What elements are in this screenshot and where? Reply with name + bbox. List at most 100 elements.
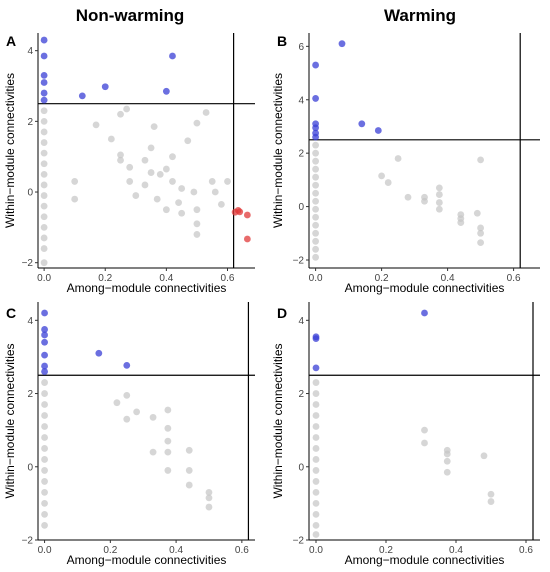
data-point-other: [41, 390, 48, 397]
data-point-other: [480, 452, 488, 460]
panel-label: A: [6, 33, 16, 49]
data-point-other: [312, 379, 320, 386]
panel-a: A 0.0 0.2 0.4 0.6 −2 0 2 4 Among−module connectiv…: [3, 33, 255, 295]
data-point-hub: [78, 92, 86, 100]
data-point-hub: [41, 309, 48, 317]
y-axis-label: Within−module connectivities: [271, 73, 285, 228]
column-title-nonwarming: Non-warming: [76, 6, 185, 25]
panel-label: D: [277, 305, 287, 321]
data-point-other: [312, 157, 319, 165]
y-tick-label: −2: [22, 536, 34, 547]
data-point-hub: [40, 96, 48, 104]
y-axis-label: Within−module connectivities: [271, 343, 285, 498]
x-tick-label: 0.6: [235, 545, 249, 556]
data-point-other: [312, 489, 320, 496]
data-point-other: [312, 189, 319, 197]
data-point-other: [41, 423, 48, 430]
data-point-other: [141, 181, 149, 189]
data-point-other: [312, 253, 319, 261]
data-point-other: [193, 220, 201, 228]
data-point-other: [40, 234, 48, 242]
data-point-other: [312, 467, 320, 474]
data-point-other: [378, 172, 385, 180]
x-tick-label: 0.0: [309, 545, 323, 556]
data-point-other: [178, 185, 186, 192]
data-point-other: [312, 205, 319, 213]
data-point-hub: [312, 95, 319, 102]
data-point-other: [190, 188, 198, 196]
data-point-other: [126, 178, 134, 185]
data-point-hub: [101, 83, 109, 91]
data-point-hub: [312, 133, 319, 141]
data-point-other: [156, 170, 164, 178]
data-point-other: [312, 510, 320, 518]
data-point-hub: [40, 79, 48, 86]
data-point-other: [40, 245, 48, 252]
data-point-other: [193, 206, 201, 214]
data-point-other: [40, 213, 48, 221]
data-point-other: [149, 448, 157, 456]
data-point-hub: [41, 351, 48, 359]
data-point-other: [312, 229, 319, 237]
data-point-other: [312, 213, 319, 221]
y-tick-label: 0: [298, 202, 304, 213]
y-tick-label: 2: [298, 149, 304, 160]
data-point-other: [41, 521, 48, 529]
data-point-hub: [40, 36, 48, 44]
data-point-other: [41, 434, 48, 441]
data-point-other: [41, 510, 48, 518]
data-point-other: [117, 156, 124, 164]
data-point-other: [41, 467, 48, 474]
data-point-other: [312, 521, 320, 529]
data-point-hub: [41, 338, 48, 346]
data-point-other: [435, 205, 443, 213]
y-tick-label: 0: [27, 462, 33, 473]
data-point-other: [312, 434, 320, 441]
data-point-other: [312, 221, 319, 229]
x-tick-label: 0.2: [103, 545, 117, 556]
data-point-other: [435, 191, 443, 198]
data-point-hub: [374, 127, 382, 134]
data-point-other: [312, 181, 319, 189]
data-point-other: [92, 121, 100, 129]
x-axis-label: Among−module connectivities: [67, 281, 227, 295]
data-point-hub: [338, 40, 346, 48]
y-tick-label: 2: [298, 389, 304, 400]
data-point-other: [435, 199, 443, 206]
data-point-hub: [312, 364, 320, 372]
data-point-hub: [312, 124, 319, 132]
data-point-other: [41, 478, 48, 485]
data-point-other: [41, 456, 48, 463]
data-point-hub: [41, 362, 48, 370]
data-point-other: [208, 178, 216, 185]
data-point-other: [164, 406, 172, 414]
data-point-other: [312, 173, 319, 181]
data-point-other: [117, 110, 124, 118]
x-tick-label: 0.4: [441, 273, 455, 284]
x-axis-label: Among−module connectivities: [67, 553, 227, 567]
data-point-other: [169, 153, 176, 161]
data-point-other: [205, 489, 213, 496]
data-point-other: [40, 192, 48, 199]
data-point-other: [312, 197, 319, 205]
x-axis-label: Among−module connectivities: [345, 281, 505, 295]
data-point-connector: [243, 211, 251, 219]
data-point-other: [40, 149, 48, 157]
data-point-other: [312, 149, 319, 157]
data-point-hub: [40, 72, 48, 79]
data-point-other: [164, 424, 172, 432]
x-tick-label: 0.6: [221, 273, 235, 284]
panel-c: C 0.0 0.2 0.4 0.6 −2 0 2 4 Among−module connectiv…: [3, 302, 255, 567]
data-point-other: [224, 178, 231, 185]
data-point-other: [169, 178, 176, 185]
data-point-hub: [162, 87, 170, 95]
data-point-other: [185, 467, 193, 474]
data-point-other: [184, 137, 192, 145]
data-point-other: [162, 165, 170, 173]
data-point-other: [487, 498, 495, 505]
y-tick-label: −2: [293, 536, 305, 547]
data-point-other: [153, 195, 161, 203]
data-point-other: [40, 259, 48, 267]
data-point-other: [473, 209, 481, 217]
data-point-other: [164, 448, 172, 456]
